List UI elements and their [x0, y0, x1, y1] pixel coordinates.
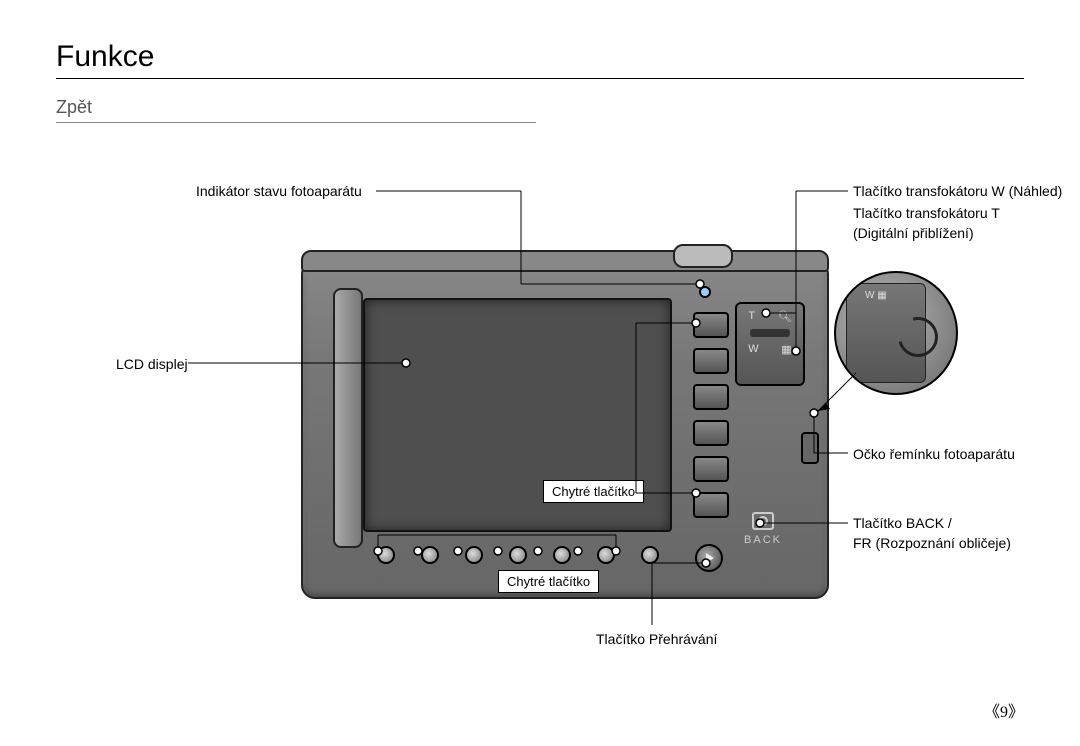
- bottom-button-3[interactable]: [465, 546, 483, 564]
- label-zoom-t-1: Tlačítko transfokátoru T: [853, 205, 1000, 221]
- inset-w-icon: W ▦: [865, 290, 887, 301]
- zoom-w-mark: W: [748, 343, 758, 356]
- strap-eyelet: [801, 432, 819, 464]
- bottom-button-5[interactable]: [553, 546, 571, 564]
- label-back-1: Tlačítko BACK /: [853, 515, 952, 531]
- playback-button[interactable]: [695, 544, 723, 572]
- side-button-2[interactable]: [693, 348, 729, 374]
- side-button-5[interactable]: [693, 456, 729, 482]
- page-title: Funkce: [56, 40, 1024, 79]
- label-lcd: LCD displej: [116, 356, 188, 372]
- bottom-button-7[interactable]: [641, 546, 659, 564]
- status-led: [699, 286, 711, 298]
- smart-button-label-bottom: Chytré tlačítko: [498, 570, 599, 593]
- right-button-column: [693, 312, 729, 518]
- zoom-slot: [750, 329, 790, 337]
- camera-body: Chytré tlačítko Chytré tlačítko T 🔍︎ W ▦: [301, 260, 829, 599]
- label-playback: Tlačítko Přehrávání: [596, 631, 717, 647]
- bottom-button-1[interactable]: [377, 546, 395, 564]
- back-button-area[interactable]: BACK: [735, 512, 791, 546]
- lcd-hinge: [333, 288, 363, 548]
- bottom-button-4[interactable]: [509, 546, 527, 564]
- page-subtitle: Zpět: [56, 97, 536, 123]
- page-number: 《9》: [984, 698, 1024, 722]
- strap-inset-circle: W ▦: [834, 271, 958, 395]
- label-status-indicator: Indikátor stavu fotoaparátu: [196, 183, 362, 199]
- bottom-button-row: [377, 546, 659, 564]
- label-strap: Očko řemínku fotoaparátu: [853, 446, 1015, 462]
- face-recognition-icon: [752, 512, 774, 530]
- side-button-4[interactable]: [693, 420, 729, 446]
- thumbnail-icon: ▦: [781, 343, 791, 356]
- smart-button-label-top: Chytré tlačítko: [543, 480, 644, 503]
- label-zoom-t-2: (Digitální přiblížení): [853, 225, 974, 241]
- zoom-t-mark: T: [748, 310, 755, 323]
- magnify-icon: 🔍︎: [778, 310, 792, 323]
- bottom-button-6[interactable]: [597, 546, 615, 564]
- camera-diagram: Indikátor stavu fotoaparátu LCD displej …: [96, 163, 996, 683]
- back-text: BACK: [744, 534, 782, 546]
- label-back-2: FR (Rozpoznání obličeje): [853, 535, 1011, 551]
- side-button-1[interactable]: [693, 312, 729, 338]
- camera-top-plate: [301, 250, 829, 272]
- bottom-button-2[interactable]: [421, 546, 439, 564]
- shutter-ring: [673, 244, 733, 268]
- zoom-rocker[interactable]: T 🔍︎ W ▦: [735, 302, 805, 386]
- side-button-3[interactable]: [693, 384, 729, 410]
- label-zoom-w: Tlačítko transfokátoru W (Náhled): [853, 183, 1062, 199]
- side-button-6[interactable]: [693, 492, 729, 518]
